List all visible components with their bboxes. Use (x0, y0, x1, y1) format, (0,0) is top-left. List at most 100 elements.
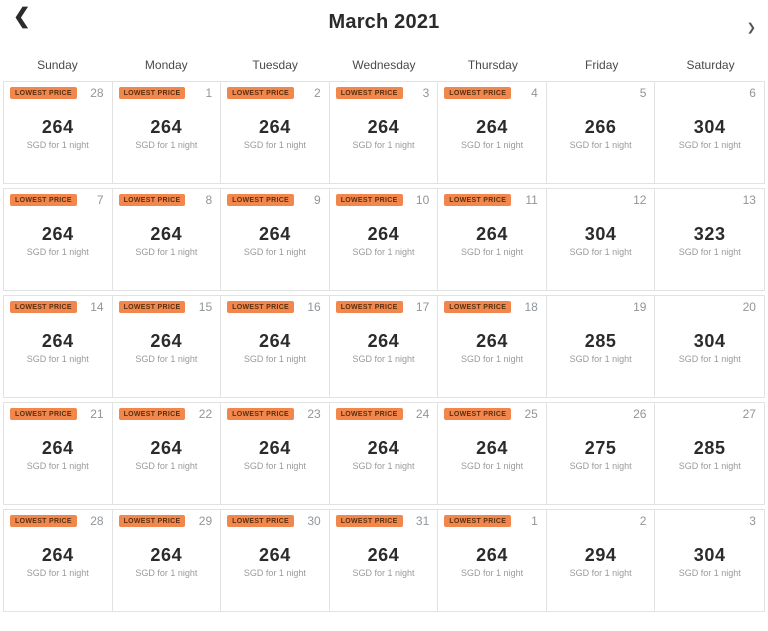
calendar-day-cell[interactable]: 5 266 SGD for 1 night (547, 82, 656, 183)
price-value: 264 (150, 438, 183, 458)
day-number: 11 (525, 193, 538, 207)
next-month-button[interactable]: ❯ (746, 22, 756, 34)
calendar-day-cell[interactable]: 13 323 SGD for 1 night (655, 189, 764, 290)
calendar-day-cell[interactable]: LOWEST PRICE 10 264 SGD for 1 night (330, 189, 439, 290)
cell-top-bar: LOWEST PRICE 8 (113, 189, 221, 210)
day-number: 2 (639, 514, 647, 528)
week-row: LOWEST PRICE 14 264 SGD for 1 night LOWEST P… (3, 295, 765, 398)
calendar-day-cell[interactable]: LOWEST PRICE 4 264 SGD for 1 night (438, 82, 547, 183)
price-unit-label: SGD for 1 night (26, 247, 89, 257)
price-value: 264 (367, 438, 400, 458)
calendar-day-cell[interactable]: 3 304 SGD for 1 night (655, 510, 764, 611)
cell-top-bar: 12 (547, 189, 655, 210)
price-unit-label: SGD for 1 night (461, 354, 524, 364)
calendar-day-cell[interactable]: LOWEST PRICE 1 264 SGD for 1 night (438, 510, 547, 611)
calendar-day-cell[interactable]: LOWEST PRICE 9 264 SGD for 1 night (221, 189, 330, 290)
day-number: 16 (307, 300, 321, 314)
week-row: LOWEST PRICE 7 264 SGD for 1 night LOWEST PR… (3, 188, 765, 291)
price-value: 264 (259, 117, 291, 137)
weekday-label: Wednesday (352, 58, 416, 72)
calendar-day-cell[interactable]: LOWEST PRICE 8 264 SGD for 1 night (113, 189, 222, 290)
calendar-day-cell[interactable]: 20 304 SGD for 1 night (655, 296, 764, 397)
price-unit-label: SGD for 1 night (678, 568, 741, 578)
cell-top-bar: LOWEST PRICE 24 (330, 403, 438, 424)
cell-top-bar: 19 (547, 296, 655, 317)
price-unit-label: SGD for 1 night (352, 354, 415, 364)
calendar-day-cell[interactable]: LOWEST PRICE 21 264 SGD for 1 night (4, 403, 113, 504)
day-number: 18 (524, 300, 538, 314)
day-number: 29 (198, 514, 213, 528)
price-unit-label: SGD for 1 night (135, 247, 198, 257)
calendar-header: ❮ March 2021 ❯ (0, 0, 768, 46)
calendar-day-cell[interactable]: LOWEST PRICE 2 264 SGD for 1 night (221, 82, 330, 183)
price-unit-label: SGD for 1 night (569, 140, 632, 150)
cell-top-bar: LOWEST PRICE 21 (4, 403, 112, 424)
calendar-day-cell[interactable]: 27 285 SGD for 1 night (655, 403, 764, 504)
calendar-day-cell[interactable]: LOWEST PRICE 24 264 SGD for 1 night (330, 403, 439, 504)
price-unit-label: SGD for 1 night (26, 354, 89, 364)
lowest-price-badge: LOWEST PRICE (335, 301, 403, 313)
price-value: 266 (584, 117, 617, 137)
price-value: 264 (41, 545, 74, 565)
price-unit-label: SGD for 1 night (678, 461, 741, 471)
price-value: 264 (476, 117, 508, 137)
calendar-day-cell[interactable]: 26 275 SGD for 1 night (547, 403, 656, 504)
fare-calendar: ❮ March 2021 ❯ Sunday Monday Tuesday Wednes… (0, 0, 768, 612)
price-unit-label: SGD for 1 night (678, 354, 741, 364)
calendar-day-cell[interactable]: LOWEST PRICE 11 264 SGD for 1 night (438, 189, 547, 290)
day-number: 24 (415, 407, 430, 421)
price-value: 304 (584, 224, 617, 244)
calendar-day-cell[interactable]: LOWEST PRICE 15 264 SGD for 1 night (113, 296, 222, 397)
calendar-day-cell[interactable]: LOWEST PRICE 31 264 SGD for 1 night (330, 510, 439, 611)
calendar-day-cell[interactable]: 19 285 SGD for 1 night (547, 296, 656, 397)
cell-top-bar: LOWEST PRICE 22 (113, 403, 221, 424)
price-value: 264 (367, 117, 400, 137)
cell-top-bar: LOWEST PRICE 7 (4, 189, 112, 210)
price-value: 264 (150, 224, 183, 244)
lowest-price-badge: LOWEST PRICE (227, 515, 295, 527)
price-value: 264 (476, 331, 508, 351)
calendar-day-cell[interactable]: LOWEST PRICE 30 264 SGD for 1 night (221, 510, 330, 611)
price-unit-label: SGD for 1 night (352, 461, 415, 471)
cell-top-bar: 3 (655, 510, 764, 531)
lowest-price-badge: LOWEST PRICE (444, 408, 512, 420)
calendar-day-cell[interactable]: LOWEST PRICE 18 264 SGD for 1 night (438, 296, 547, 397)
calendar-day-cell[interactable]: LOWEST PRICE 25 264 SGD for 1 night (438, 403, 547, 504)
cell-top-bar: LOWEST PRICE 23 (221, 403, 329, 424)
price-unit-label: SGD for 1 night (243, 247, 306, 257)
calendar-day-cell[interactable]: 2 294 SGD for 1 night (547, 510, 656, 611)
calendar-day-cell[interactable]: 6 304 SGD for 1 night (655, 82, 764, 183)
cell-top-bar: LOWEST PRICE 28 (4, 510, 112, 531)
calendar-day-cell[interactable]: 12 304 SGD for 1 night (547, 189, 656, 290)
lowest-price-badge: LOWEST PRICE (335, 408, 403, 420)
day-number: 12 (633, 193, 647, 207)
cell-top-bar: LOWEST PRICE 18 (438, 296, 546, 317)
day-number: 28 (90, 514, 104, 528)
calendar-day-cell[interactable]: LOWEST PRICE 1 264 SGD for 1 night (113, 82, 222, 183)
lowest-price-badge: LOWEST PRICE (335, 87, 403, 99)
price-unit-label: SGD for 1 night (569, 461, 632, 471)
day-number: 23 (307, 407, 321, 421)
price-value: 304 (693, 545, 726, 565)
calendar-day-cell[interactable]: LOWEST PRICE 28 264 SGD for 1 night (4, 82, 113, 183)
cell-top-bar: LOWEST PRICE 29 (113, 510, 221, 531)
calendar-day-cell[interactable]: LOWEST PRICE 17 264 SGD for 1 night (330, 296, 439, 397)
price-unit-label: SGD for 1 night (461, 568, 524, 578)
calendar-day-cell[interactable]: LOWEST PRICE 3 264 SGD for 1 night (330, 82, 439, 183)
price-value: 275 (584, 438, 617, 458)
price-unit-label: SGD for 1 night (243, 568, 306, 578)
calendar-day-cell[interactable]: LOWEST PRICE 28 264 SGD for 1 night (4, 510, 113, 611)
lowest-price-badge: LOWEST PRICE (444, 194, 512, 206)
day-number: 25 (524, 407, 538, 421)
calendar-day-cell[interactable]: LOWEST PRICE 29 264 SGD for 1 night (113, 510, 222, 611)
weekday-header-row: Sunday Monday Tuesday Wednesday Thursday Frid… (0, 58, 768, 72)
calendar-day-cell[interactable]: LOWEST PRICE 23 264 SGD for 1 night (221, 403, 330, 504)
calendar-day-cell[interactable]: LOWEST PRICE 14 264 SGD for 1 night (4, 296, 113, 397)
calendar-day-cell[interactable]: LOWEST PRICE 22 264 SGD for 1 night (113, 403, 222, 504)
price-unit-label: SGD for 1 night (678, 247, 741, 257)
calendar-day-cell[interactable]: LOWEST PRICE 16 264 SGD for 1 night (221, 296, 330, 397)
calendar-day-cell[interactable]: LOWEST PRICE 7 264 SGD for 1 night (4, 189, 113, 290)
prev-month-button[interactable]: ❮ (13, 5, 31, 28)
price-unit-label: SGD for 1 night (135, 568, 198, 578)
day-number: 30 (307, 514, 321, 528)
